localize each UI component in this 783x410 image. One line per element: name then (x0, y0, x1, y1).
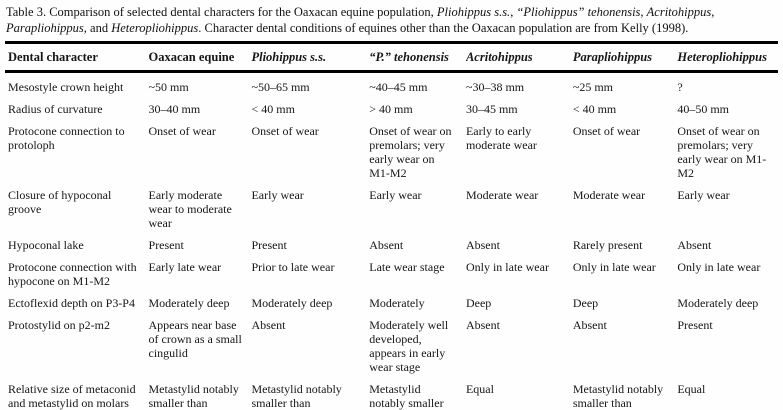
value-cell: Absent (251, 318, 286, 332)
value-cell: ~30–38 mm (465, 80, 525, 94)
value-cell: Absent (369, 238, 404, 252)
dental-character-cell: Protocone connection with hypocone on M1… (8, 260, 137, 288)
value-cell: Equal (465, 382, 494, 396)
value-cell: Deep (572, 296, 599, 310)
table-row: Closure of hypoconal groove Early moderat… (5, 184, 778, 234)
value-cell: Early wear (251, 188, 304, 202)
dental-character-cell: Protocone connection to protoloph (8, 124, 125, 152)
caption-segment: , and (83, 21, 112, 35)
table-caption: Table 3. Comparison of selected dental c… (6, 4, 777, 36)
value-cell: Rarely present (572, 238, 643, 252)
column-header-1: Oaxacan equine (148, 42, 252, 73)
value-cell: Moderately deep (148, 296, 230, 310)
dental-character-cell: Closure of hypoconal groove (8, 188, 112, 216)
value-cell: Equal (677, 382, 706, 396)
value-cell: Moderately deep (251, 296, 333, 310)
value-cell: Present (677, 318, 713, 332)
caption-segment: Pliohippus s.s. (436, 5, 511, 19)
table-row: Protostylid on p2-m2 Appears near base of… (5, 314, 778, 378)
dental-character-cell: Radius of curvature (8, 102, 103, 116)
table-row: Protocone connection to protoloph Onset o… (5, 120, 778, 184)
table-row: Hypoconal lake Present Present Absent Absent… (5, 234, 778, 256)
value-cell: Metastylid notably smaller than metaconi… (572, 382, 664, 410)
table-row: Relative size of metaconid and metastyli… (5, 378, 778, 410)
value-cell: Moderate wear (465, 188, 539, 202)
column-header-5: Parapliohippus (572, 42, 678, 73)
value-cell: Onset of wear on premolars; very early w… (677, 124, 767, 180)
value-cell: 40–50 mm (677, 102, 730, 116)
value-cell: Early to early moderate wear (465, 124, 537, 152)
value-cell: Metastylid notably smaller than metaconi… (148, 382, 239, 410)
dental-character-cell: Mesostyle crown height (8, 80, 124, 94)
value-cell: Deep (465, 296, 492, 310)
value-cell: Early wear (677, 188, 730, 202)
value-cell: Early wear (369, 188, 422, 202)
value-cell: < 40 mm (572, 102, 617, 116)
value-cell: Present (251, 238, 287, 252)
value-cell: Moderately well developed, appears in ea… (369, 318, 449, 374)
value-cell: Late wear stage (369, 260, 445, 274)
value-cell: Absent (465, 318, 500, 332)
table-row: Ectoflexid depth on P3-P4 Moderately deep… (5, 292, 778, 314)
table-row: Protocone connection with hypocone on M1… (5, 256, 778, 292)
column-header-0: Dental character (5, 42, 149, 73)
value-cell: Moderately deep (677, 296, 759, 310)
value-cell: Absent (465, 238, 500, 252)
caption-segment: “Pliohippus” tehonensis (516, 5, 641, 19)
caption-segment: , (711, 5, 715, 19)
value-cell: Appears near base of crown as a small ci… (148, 318, 242, 360)
value-cell: Absent (677, 238, 712, 252)
caption-segment: . Character dental conditions of equines… (198, 21, 689, 35)
dental-character-cell: Hypoconal lake (8, 238, 84, 252)
column-header-3: “P.” tehonensis (369, 42, 466, 73)
value-cell: Early late wear (148, 260, 222, 274)
caption-segment: , (640, 5, 647, 19)
caption-segment: , (510, 5, 517, 19)
caption-segment: Table 3. Comparison of selected dental c… (6, 5, 437, 19)
caption-segment: Heteropliohippus (111, 21, 199, 35)
value-cell: 30–45 mm (465, 102, 518, 116)
dental-character-cell: Protostylid on p2-m2 (8, 318, 111, 332)
table-row: Radius of curvature 30–40 mm < 40 mm > 40 m… (5, 98, 778, 120)
dental-character-cell: Relative size of metaconid and metastyli… (8, 382, 136, 410)
value-cell: 30–40 mm (148, 102, 201, 116)
column-header-4: Acritohippus (465, 42, 573, 73)
value-cell: ~50–65 mm (251, 80, 310, 94)
value-cell: Only in late wear (572, 260, 656, 274)
caption-segment: Parapliohippus (6, 21, 84, 35)
value-cell: ? (677, 80, 683, 94)
value-cell: Moderate wear (572, 188, 646, 202)
value-cell: ~40–45 mm (369, 80, 428, 94)
value-cell: Present (148, 238, 184, 252)
dental-characters-table: Dental character Oaxacan equine Pliohippus… (5, 41, 778, 410)
value-cell: Moderately (369, 296, 425, 310)
value-cell: Metastylid notably smaller than metaconi… (369, 382, 444, 410)
value-cell: Metastylid notably smaller than metaconi… (251, 382, 342, 410)
value-cell: Onset of wear (251, 124, 319, 138)
header-row: Dental character Oaxacan equine Pliohippus… (5, 42, 778, 73)
value-cell: < 40 mm (251, 102, 295, 116)
value-cell: > 40 mm (369, 102, 413, 116)
value-cell: Onset of wear (572, 124, 641, 138)
value-cell: ~50 mm (148, 80, 189, 94)
column-header-6: Heteropliohippus (677, 42, 778, 73)
table-row: Mesostyle crown height ~50 mm ~50–65 mm ~40… (5, 72, 778, 99)
dental-character-cell: Ectoflexid depth on P3-P4 (8, 296, 135, 310)
column-header-2: Pliohippus s.s. (251, 42, 370, 73)
value-cell: ~25 mm (572, 80, 613, 94)
value-cell: Early moderate wear to moderate wear (148, 188, 232, 230)
value-cell: Onset of wear on premolars; very early w… (369, 124, 452, 180)
value-cell: Prior to late wear (251, 260, 335, 274)
caption-segment: Acritohippus (646, 5, 712, 19)
value-cell: Only in late wear (465, 260, 549, 274)
value-cell: Onset of wear (148, 124, 216, 138)
value-cell: Absent (572, 318, 607, 332)
value-cell: Only in late wear (677, 260, 761, 274)
